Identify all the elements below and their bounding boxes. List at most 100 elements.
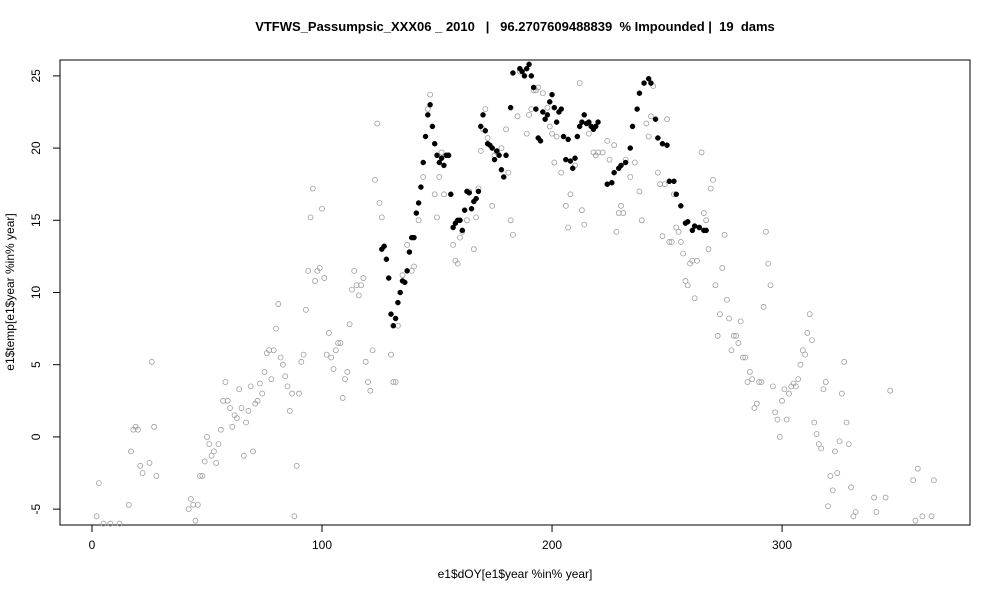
point <box>820 386 827 393</box>
point <box>569 165 576 172</box>
point <box>236 386 243 393</box>
point <box>717 311 723 318</box>
point <box>392 315 399 322</box>
point <box>291 513 298 520</box>
point <box>404 241 411 248</box>
point <box>420 174 427 180</box>
point <box>425 112 431 118</box>
point <box>813 431 820 437</box>
point <box>275 301 282 307</box>
point <box>753 400 760 407</box>
point <box>204 434 210 440</box>
point <box>491 156 498 163</box>
point <box>604 137 611 144</box>
point <box>873 509 880 515</box>
point <box>565 136 571 143</box>
point <box>581 221 588 228</box>
point <box>369 347 376 354</box>
point <box>746 369 753 375</box>
point <box>636 90 643 96</box>
point <box>611 169 617 176</box>
point <box>549 91 555 98</box>
point <box>694 257 700 264</box>
point <box>282 373 289 380</box>
point <box>666 239 673 245</box>
point <box>795 376 802 383</box>
point <box>549 130 555 137</box>
point <box>365 379 371 385</box>
point <box>887 387 894 394</box>
point <box>919 513 926 520</box>
point <box>526 111 532 118</box>
point <box>723 296 730 303</box>
point <box>100 520 107 527</box>
point <box>730 332 737 339</box>
point <box>673 224 680 231</box>
point <box>827 473 834 479</box>
point <box>643 120 650 127</box>
point <box>668 239 675 245</box>
point <box>684 282 691 289</box>
point <box>316 265 323 271</box>
point <box>726 315 733 322</box>
point <box>482 128 489 134</box>
point <box>595 119 601 125</box>
point <box>199 473 206 479</box>
point <box>744 379 751 385</box>
point <box>659 141 666 147</box>
point <box>673 191 680 198</box>
point <box>339 395 346 401</box>
point <box>882 494 889 501</box>
point <box>383 256 390 263</box>
point <box>769 383 776 390</box>
point <box>700 210 707 216</box>
point <box>151 423 157 430</box>
point <box>703 217 710 224</box>
point <box>436 174 443 180</box>
point <box>475 188 482 195</box>
point <box>344 369 351 375</box>
point <box>286 408 293 414</box>
point <box>629 123 636 130</box>
point <box>666 178 673 185</box>
point <box>661 181 668 188</box>
point <box>250 448 256 455</box>
point <box>537 138 544 144</box>
point <box>385 275 392 281</box>
point <box>424 106 431 112</box>
point <box>558 106 564 112</box>
point <box>507 217 514 224</box>
point <box>648 80 654 86</box>
point <box>735 340 742 346</box>
point <box>498 145 505 151</box>
point <box>551 104 558 111</box>
point <box>685 218 691 225</box>
point <box>574 133 581 140</box>
point <box>585 130 592 137</box>
point <box>528 73 535 79</box>
point <box>804 330 811 336</box>
point <box>815 441 822 448</box>
point <box>450 224 456 231</box>
point <box>678 203 684 209</box>
point <box>441 162 447 169</box>
point <box>546 123 553 130</box>
point <box>528 106 535 112</box>
y-tick-label: 5 <box>29 361 43 368</box>
point <box>309 185 316 192</box>
point <box>355 292 362 299</box>
point <box>636 188 643 195</box>
point <box>418 184 424 190</box>
point <box>756 379 762 385</box>
point <box>530 84 537 91</box>
point <box>841 358 848 365</box>
point <box>928 513 935 520</box>
point <box>427 91 434 98</box>
point <box>470 246 477 253</box>
point <box>751 405 758 411</box>
point <box>247 383 254 390</box>
point <box>392 379 399 385</box>
point <box>137 462 144 469</box>
point <box>192 517 199 524</box>
point <box>652 116 659 122</box>
